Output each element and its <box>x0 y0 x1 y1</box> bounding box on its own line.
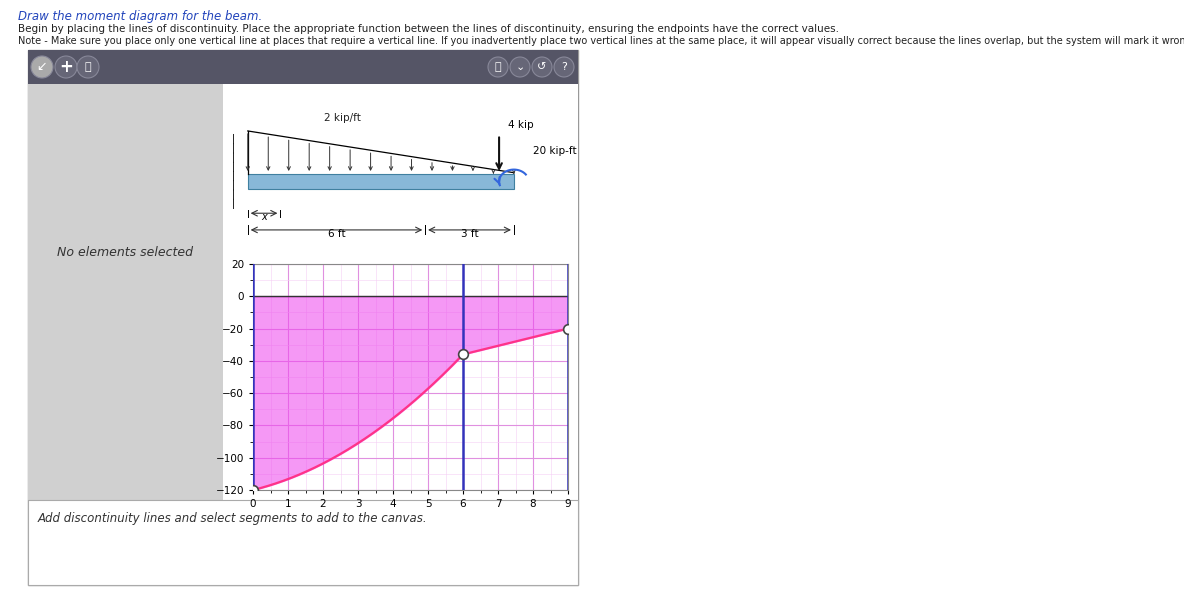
Text: ↙: ↙ <box>37 60 47 73</box>
Text: 20 kip-ft: 20 kip-ft <box>533 146 577 156</box>
Text: ↺: ↺ <box>538 62 547 72</box>
Text: Begin by placing the lines of discontinuity. Place the appropriate function betw: Begin by placing the lines of discontinu… <box>18 24 839 34</box>
Text: 💡: 💡 <box>495 62 501 72</box>
Text: Draw the moment diagram for the beam.: Draw the moment diagram for the beam. <box>18 10 262 23</box>
Circle shape <box>54 56 77 78</box>
Text: Add discontinuity lines and select segments to add to the canvas.: Add discontinuity lines and select segme… <box>38 512 427 525</box>
Circle shape <box>532 57 552 77</box>
Text: 4 kip: 4 kip <box>508 120 534 130</box>
Text: No elements selected: No elements selected <box>57 245 193 259</box>
Circle shape <box>510 57 530 77</box>
Bar <box>28 50 578 84</box>
Text: Note - Make sure you place only one vertical line at places that require a verti: Note - Make sure you place only one vert… <box>18 36 1184 46</box>
Text: 2 kip/ft: 2 kip/ft <box>324 113 361 123</box>
Text: 🗑: 🗑 <box>85 62 91 72</box>
Text: +: + <box>59 58 73 76</box>
Circle shape <box>554 57 574 77</box>
Text: x: x <box>262 212 266 223</box>
Circle shape <box>31 56 53 78</box>
Bar <box>28 84 223 500</box>
Bar <box>247 174 514 189</box>
Circle shape <box>488 57 508 77</box>
Bar <box>28 500 578 585</box>
Text: ?: ? <box>561 62 567 72</box>
Bar <box>223 84 578 500</box>
Text: ⌄: ⌄ <box>515 62 525 72</box>
Text: 6 ft: 6 ft <box>328 229 346 239</box>
Bar <box>28 50 578 585</box>
Circle shape <box>77 56 99 78</box>
Text: 3 ft: 3 ft <box>461 229 478 239</box>
